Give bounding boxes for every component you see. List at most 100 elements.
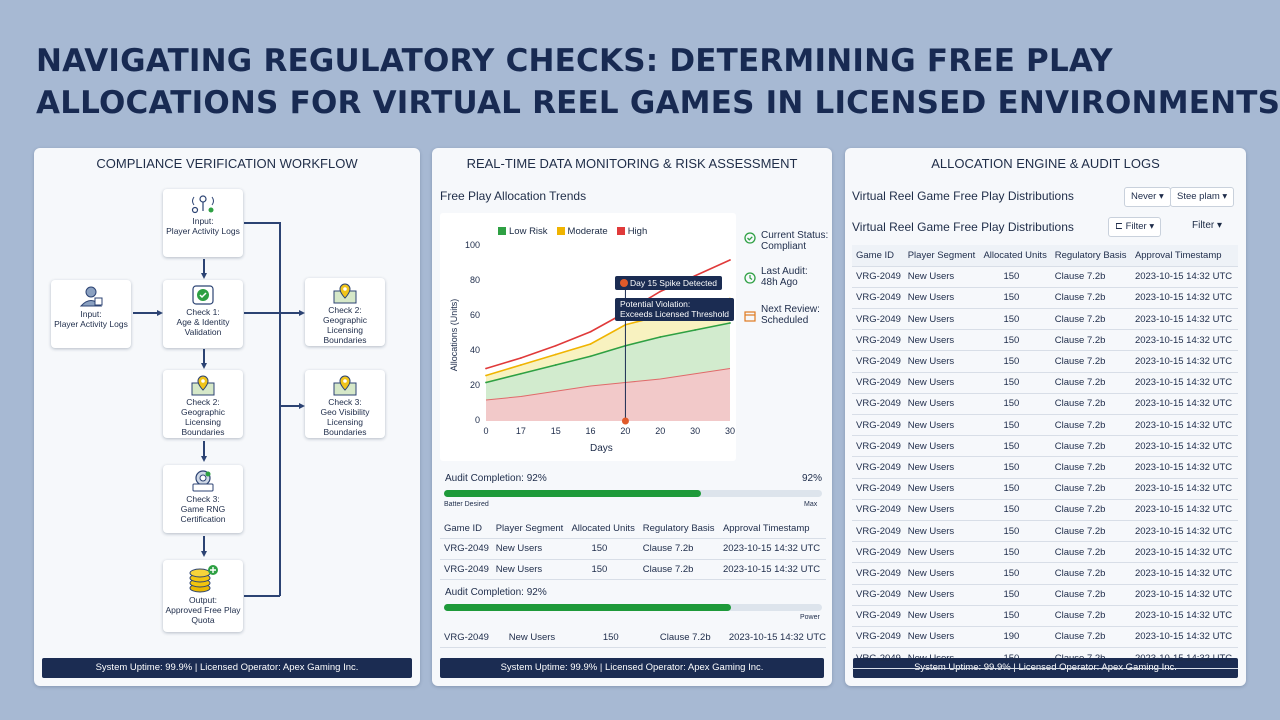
connector-line — [203, 349, 205, 367]
column-header[interactable]: Player Segment — [903, 245, 980, 267]
table-row[interactable]: VRG-2049 New Users 150 Clause 7.2b 2023-10-1… — [852, 435, 1238, 458]
table-cell: 2023-10-15 14:32 UTC — [1130, 562, 1238, 585]
table-cell: Clause 7.2b — [1050, 584, 1131, 606]
table-cell: VRG-2049 — [852, 372, 904, 394]
node-input-left[interactable]: Input: Player Activity Logs — [51, 280, 131, 348]
table-cell: New Users — [903, 414, 980, 437]
table-row[interactable]: VRG-2049 New Users 150 Clause 7.2b 2023-10-1… — [852, 414, 1238, 437]
legend-item-high[interactable]: High — [616, 226, 647, 237]
table-cell: VRG-2049 — [852, 266, 904, 288]
gear-certificate-icon — [192, 470, 214, 492]
node-label-line2: Player Activity Logs — [166, 226, 240, 236]
legend-item-moderate[interactable]: Moderate — [556, 226, 608, 237]
calendar-icon — [744, 311, 756, 322]
node-check-2-left[interactable]: Check 2: Geographic Licensing Boundaries — [163, 370, 243, 438]
table-cell: 2023-10-15 14:32 UTC — [1130, 520, 1238, 543]
table-cell: 2023-10-15 14:32 UTC — [1130, 647, 1238, 670]
table-row[interactable]: VRG-2049 New Users 150 Clause 7.2b 2023-10-1… — [852, 266, 1238, 288]
table-cell: 150 — [979, 647, 1051, 670]
table-cell: Clause 7.2b — [1050, 499, 1131, 521]
table-row[interactable]: VRG-2049 New Users 150 Clause 7.2b 2023-10-1… — [852, 647, 1238, 670]
engine-table-body: VRG-2049 New Users 150 Clause 7.2b 2023-10-1… — [852, 266, 1238, 670]
node-label-line3: Licensing Boundaries — [323, 417, 367, 437]
table-row[interactable]: VRG-2049 New Users 150 Clause 7.2b 2023-10-1… — [852, 372, 1238, 394]
node-input-top[interactable]: Input: Player Activity Logs — [163, 189, 243, 257]
connector-line — [203, 259, 205, 277]
table-cell: VRG-2049 — [852, 308, 904, 331]
table-cell: 2023-10-15 14:32 UTC — [724, 627, 826, 648]
table-cell: 2023-10-15 14:32 UTC — [1130, 372, 1238, 394]
chart-legend: Low Risk Moderate High — [498, 226, 647, 237]
node-check-2-right[interactable]: Check 2: Geographic Licensing Boundaries — [305, 278, 385, 346]
table-cell: Clause 7.2b — [1050, 414, 1131, 437]
table-cell: 150 — [979, 435, 1051, 458]
table-cell: 150 — [979, 393, 1051, 416]
table-cell: 2023-10-15 14:32 UTC — [1130, 478, 1238, 500]
table-row[interactable]: VRG-2049 New Users 150 Clause 7.2b 2023-10-1… — [852, 605, 1238, 627]
column-header[interactable]: Allocated Units — [567, 518, 639, 539]
table-row[interactable]: VRG-2049 New Users 150 Clause 7.2b 2023-10-1… — [852, 562, 1238, 585]
filter-dropdown[interactable]: ⊏ Filter ▾ — [1108, 217, 1162, 237]
table-row[interactable]: VRG-2049 New Users 150 Clause 7.2b 2023-10-1… — [852, 393, 1238, 416]
chevron-down-icon: ▾ — [1217, 220, 1223, 231]
column-header[interactable]: Allocated Units — [979, 245, 1051, 267]
filter-icon: ⊏ — [1115, 221, 1123, 232]
column-header[interactable]: Approval Timestamp — [1130, 245, 1238, 267]
table-cell: New Users — [903, 308, 980, 331]
table-cell: 2023-10-15 14:32 UTC — [718, 559, 826, 580]
coin-stack-icon — [189, 565, 218, 593]
column-header[interactable]: Regulatory Basis — [1050, 245, 1131, 267]
node-label-line2: Geographic — [181, 407, 225, 417]
table-cell: VRG-2049 — [440, 627, 505, 648]
table-row[interactable]: VRG-2049 New Users 150 Clause 7.2b 2023-10-1… — [852, 308, 1238, 331]
column-header[interactable]: Game ID — [852, 245, 904, 267]
column-header[interactable]: Regulatory Basis — [638, 518, 719, 539]
table-cell: New Users — [903, 478, 980, 500]
x-axis-label: Days — [590, 443, 613, 454]
map-pin-icon — [191, 375, 215, 396]
table-row[interactable]: VRG-2049 New Users 150 Clause 7.2b 2023-… — [440, 538, 826, 560]
y-tick-label: 40 — [469, 345, 480, 355]
map-pin-icon — [333, 283, 357, 304]
dropdown-plan[interactable]: Stee plam ▾ — [1170, 187, 1235, 207]
connector-line — [203, 536, 205, 555]
check-circle-icon — [744, 232, 756, 244]
table-row[interactable]: VRG-2049 New Users 150 Clause 7.2b 2023-10-1… — [852, 456, 1238, 479]
column-header[interactable]: Player Segment — [491, 518, 568, 539]
node-check-1[interactable]: Check 1: Age & Identity Validation — [163, 280, 243, 348]
table-row[interactable]: VRG-2049 New Users 150 Clause 7.2b 2023-10-1… — [852, 584, 1238, 606]
node-check-3-left[interactable]: Check 3: Game RNG Certification — [163, 465, 243, 533]
column-header[interactable]: Game ID — [440, 518, 492, 539]
filter-label: Filter — [1192, 220, 1215, 231]
chevron-down-icon: ▾ — [1222, 191, 1228, 202]
status-current-label: Current Status: — [761, 230, 829, 241]
table-cell: 2023-10-15 14:32 UTC — [718, 538, 826, 560]
node-label-line1: Input: — [192, 216, 214, 226]
table-row[interactable]: VRG-2049 New Users 150 Clause 7.2b 2023-10-1… — [852, 499, 1238, 521]
table-row[interactable]: VRG-2049 New Users 150 Clause 7.2b 2023-10-1… — [852, 350, 1238, 373]
table-row[interactable]: VRG-2049 New Users 150 Clause 7.2b 2023-10-1… — [852, 541, 1238, 564]
node-output[interactable]: Output: Approved Free Play Quota — [163, 560, 243, 632]
table-cell: 150 — [567, 538, 639, 560]
table-cell: 150 — [979, 372, 1051, 394]
table-row[interactable]: VRG-2049 New Users 150 Clause 7.2b 2023-… — [440, 559, 826, 580]
dropdown-never[interactable]: Never ▾ — [1124, 187, 1171, 207]
violation-line-1: Potential Violation: — [620, 299, 691, 309]
filter-button[interactable]: Filter ▾ — [1192, 220, 1222, 231]
table-row[interactable]: VRG-2049 New Users 150 Clause 7.2b 2023-10-1… — [852, 329, 1238, 352]
monitoring-footer: System Uptime: 99.9% | Licensed Operator… — [440, 658, 824, 678]
y-tick-label: 60 — [469, 310, 480, 320]
table-cell: 150 — [979, 308, 1051, 331]
table-cell: Clause 7.2b — [1050, 562, 1131, 585]
table-cell: Clause 7.2b — [1050, 520, 1131, 543]
table-row[interactable]: VRG-2049 New Users 150 Clause 7.2b 2023-10-1… — [852, 520, 1238, 543]
column-header[interactable]: Approval Timestamp — [718, 518, 826, 539]
connector-line — [279, 222, 281, 596]
table-row[interactable]: VRG-2049 New Users 150 Clause 7.2b 2023-… — [440, 627, 826, 648]
table-row[interactable]: VRG-2049 New Users 190 Clause 7.2b 2023-10-1… — [852, 626, 1238, 649]
legend-item-low-risk[interactable]: Low Risk — [498, 226, 548, 237]
table-row[interactable]: VRG-2049 New Users 150 Clause 7.2b 2023-10-1… — [852, 478, 1238, 500]
node-check-3-right[interactable]: Check 3: Geo Visibility Licensing Bounda… — [305, 370, 385, 438]
table-cell: VRG-2049 — [852, 584, 904, 606]
table-row[interactable]: VRG-2049 New Users 150 Clause 7.2b 2023-10-1… — [852, 287, 1238, 310]
